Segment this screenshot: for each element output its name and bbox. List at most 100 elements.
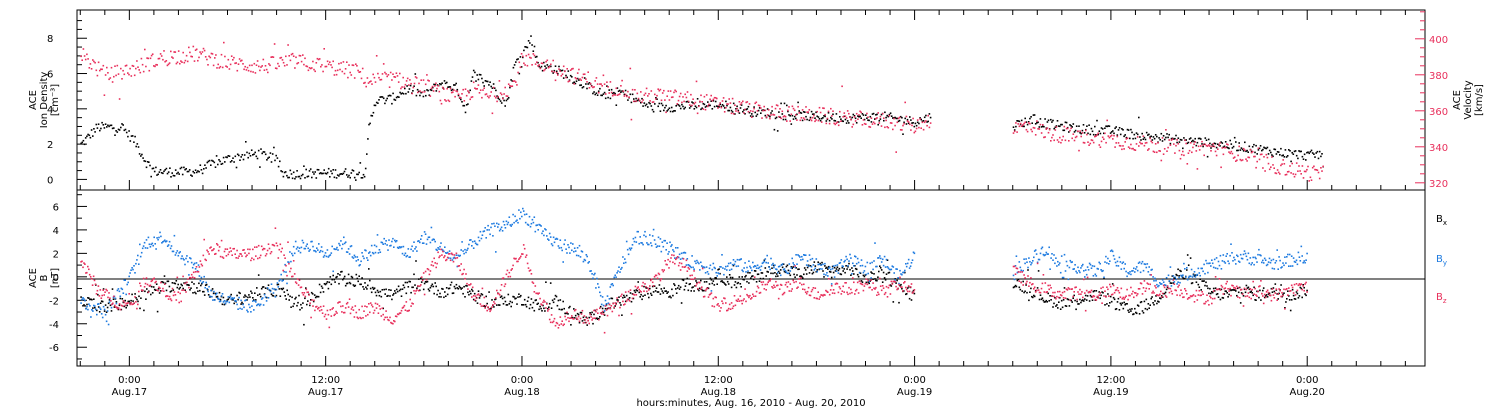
velocity-point: [692, 98, 694, 100]
density-point: [1236, 149, 1238, 152]
density-point: [854, 117, 857, 120]
velocity-point: [1034, 134, 1037, 136]
bx-point: [647, 292, 649, 295]
bx-point: [460, 288, 462, 290]
density-point: [106, 126, 108, 128]
by-point: [796, 263, 798, 265]
bx-point: [853, 273, 855, 275]
by-point: [1258, 248, 1260, 251]
by-point: [145, 239, 148, 241]
velocity-point: [1047, 131, 1050, 134]
density-point: [645, 103, 648, 106]
velocity-point: [1241, 159, 1244, 161]
bz-point: [143, 286, 146, 288]
velocity-point: [751, 116, 753, 118]
by-point: [540, 225, 542, 227]
bx-point: [1135, 312, 1138, 315]
velocity-point: [626, 95, 628, 98]
bx-point: [179, 286, 181, 289]
velocity-point: [832, 110, 834, 112]
density-point: [407, 91, 410, 93]
bx-point: [194, 291, 196, 294]
bx-point: [1153, 303, 1155, 306]
bx-point: [813, 261, 816, 263]
by-point: [205, 281, 207, 284]
by-point: [430, 226, 433, 229]
density-point: [1317, 157, 1320, 160]
velocity-point: [1262, 167, 1264, 169]
bx-point: [316, 295, 319, 298]
velocity-point: [373, 76, 376, 79]
bx-point: [543, 307, 545, 310]
bx-point: [610, 297, 613, 300]
by-point: [353, 254, 356, 257]
bx-point: [461, 287, 463, 289]
by-point: [287, 261, 289, 263]
by-point: [1275, 260, 1278, 262]
density-point: [817, 116, 820, 118]
density-point: [1015, 125, 1017, 128]
by-point: [130, 269, 132, 271]
bx-point: [1110, 300, 1113, 303]
by-point: [1249, 257, 1252, 259]
bx-point: [158, 292, 161, 294]
bx-point: [436, 293, 438, 296]
by-point: [139, 243, 141, 246]
by-point: [320, 246, 323, 248]
bx-point: [456, 287, 459, 289]
bz-point: [417, 285, 419, 287]
velocity-point: [495, 97, 497, 99]
by-point: [790, 267, 793, 269]
bz-point: [370, 304, 373, 306]
bz-point: [270, 251, 273, 253]
density-point: [1193, 140, 1195, 143]
by-point: [408, 256, 410, 258]
by-point: [93, 304, 95, 307]
density-point: [250, 149, 253, 151]
velocity-point: [427, 79, 429, 82]
by-point: [580, 250, 583, 252]
by-point: [1018, 261, 1021, 263]
bx-point: [422, 288, 425, 291]
bz-point: [434, 262, 436, 264]
velocity-point: [728, 98, 730, 100]
density-point: [1087, 132, 1089, 135]
velocity-point: [746, 101, 749, 103]
by-point: [681, 257, 684, 260]
bx-point: [533, 309, 536, 312]
density-point: [1143, 136, 1146, 139]
bx-point: [653, 285, 656, 287]
by-point: [575, 254, 578, 257]
density-point: [1310, 149, 1313, 152]
density-point: [1071, 126, 1073, 128]
bx-point: [152, 286, 155, 288]
velocity-point: [230, 55, 233, 57]
by-point: [728, 269, 731, 271]
by-point: [1180, 274, 1182, 277]
density-point: [1030, 116, 1032, 118]
by-point: [1047, 253, 1049, 255]
bz-point: [192, 271, 195, 274]
density-point: [1142, 138, 1145, 140]
density-point: [1321, 153, 1323, 155]
bx-point: [162, 281, 165, 284]
bx-point: [1135, 311, 1137, 314]
velocity-point: [760, 107, 762, 109]
bx-point: [1070, 299, 1073, 302]
bx-point: [1175, 273, 1177, 276]
velocity-point: [1183, 154, 1185, 157]
velocity-point: [523, 62, 525, 65]
by-point: [792, 262, 794, 264]
velocity-point: [701, 101, 703, 103]
bz-point: [149, 284, 152, 287]
by-point: [883, 255, 886, 258]
bz-point: [226, 248, 229, 250]
bx-point: [695, 280, 697, 282]
density-point: [113, 127, 115, 129]
by-point: [1220, 268, 1223, 270]
density-point: [1267, 153, 1270, 155]
bx-point: [529, 303, 532, 306]
density-point: [156, 174, 158, 176]
by-point: [132, 268, 134, 271]
density-point: [1096, 119, 1098, 122]
